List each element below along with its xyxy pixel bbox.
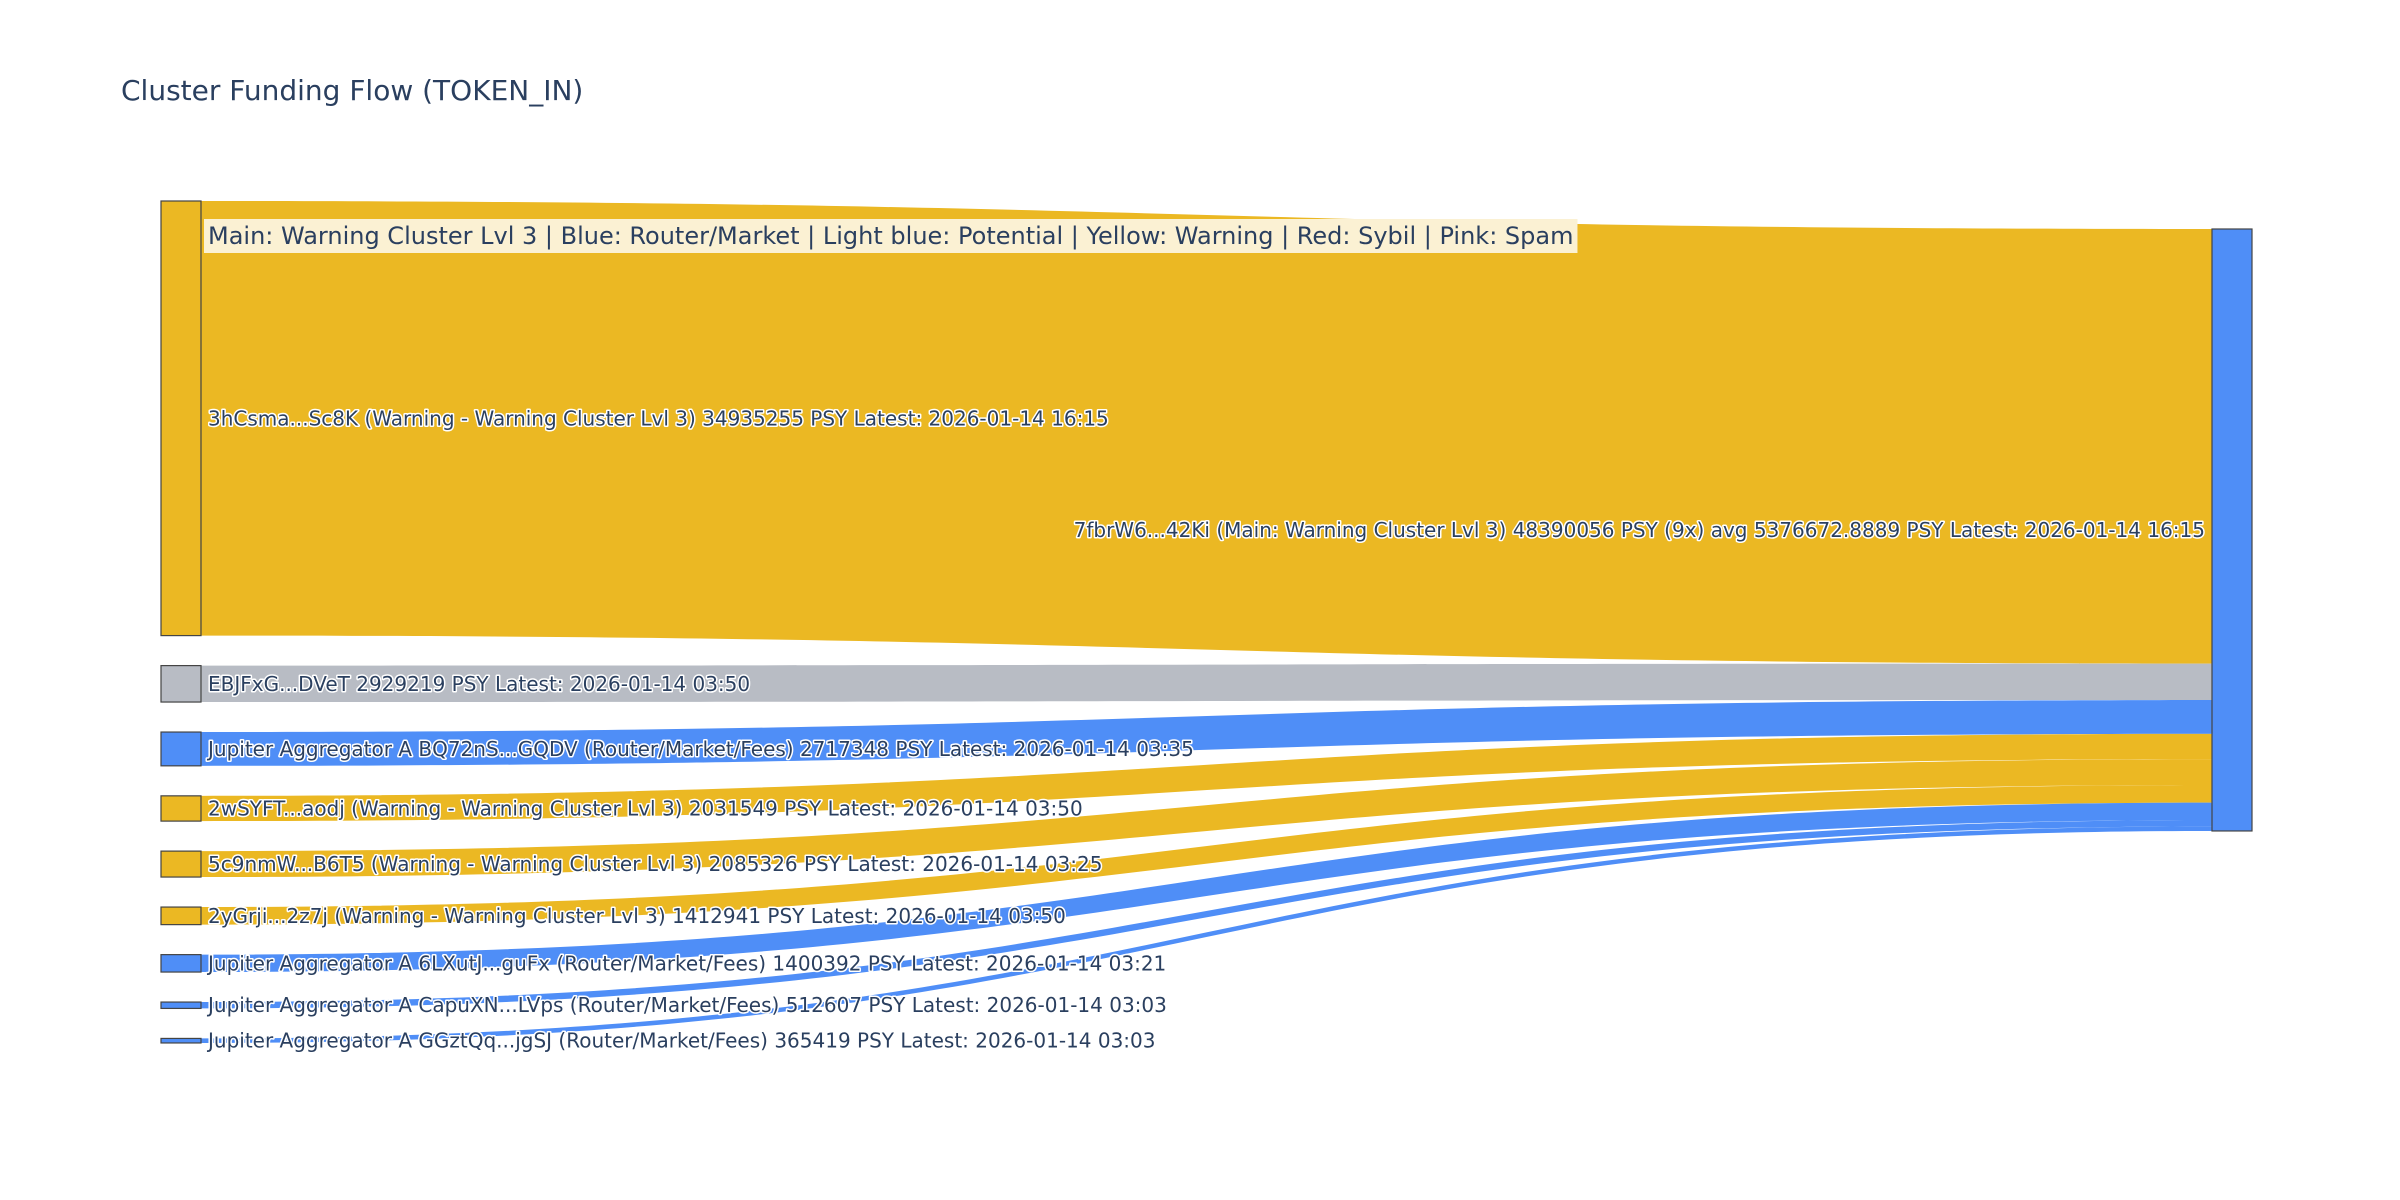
source-node-s1 [160, 200, 202, 637]
source-node-s7 [160, 954, 202, 973]
source-node-s5 [160, 850, 202, 878]
flow-link-s6 [201, 785, 2212, 925]
target-label-main: 7fbrW6...42Ki (Main: Warning Cluster Lvl… [1074, 518, 2205, 542]
flow-link-s2 [201, 663, 2212, 703]
flow-link-s7 [201, 802, 2212, 973]
source-label-s2: EBJFxG...DVeT 2929219 PSY Latest: 2026-0… [208, 672, 750, 696]
source-label-s1: 3hCsma...Sc8K (Warning - Warning Cluster… [208, 406, 1109, 430]
source-node-s4 [160, 795, 202, 822]
legend: Main: Warning Cluster Lvl 3 | Blue: Rout… [204, 219, 1578, 253]
flow-link-s8 [201, 820, 2212, 1009]
source-node-s9 [160, 1037, 202, 1044]
legend-background [204, 219, 1578, 253]
source-node-s2 [160, 664, 202, 703]
target-node-main [2211, 228, 2253, 832]
flow-links [201, 201, 2212, 1043]
source-label-s3: Jupiter Aggregator A BQ72nS...GQDV (Rout… [206, 737, 1194, 761]
source-label-s8: Jupiter Aggregator A CapuXN...LVps (Rout… [206, 993, 1167, 1017]
source-label-s9: Jupiter Aggregator A GGztQq...jgSJ (Rout… [206, 1029, 1155, 1053]
flow-link-s3 [201, 700, 2212, 766]
source-label-s5: 5c9nmW...B6T5 (Warning - Warning Cluster… [208, 852, 1102, 876]
flow-link-s9 [201, 826, 2212, 1043]
legend-text: Main: Warning Cluster Lvl 3 | Blue: Rout… [208, 222, 1573, 250]
source-label-s7: Jupiter Aggregator A 6LXutJ...guFx (Rout… [206, 951, 1166, 975]
source-label-s4: 2wSYFT...aodj (Warning - Warning Cluster… [208, 796, 1083, 820]
flow-nodes [160, 200, 2253, 1044]
flow-link-s1 [201, 201, 2212, 664]
flow-link-s5 [201, 759, 2212, 878]
source-label-s6: 2yGrji...2z7j (Warning - Warning Cluster… [208, 904, 1066, 928]
node-labels: 3hCsma...Sc8K (Warning - Warning Cluster… [205, 405, 2207, 1054]
flow-link-s4 [201, 733, 2212, 822]
source-node-s6 [160, 906, 202, 926]
source-node-s3 [160, 731, 202, 767]
chart-title: Cluster Funding Flow (TOKEN_IN) [121, 74, 583, 107]
source-node-s8 [160, 1001, 202, 1010]
